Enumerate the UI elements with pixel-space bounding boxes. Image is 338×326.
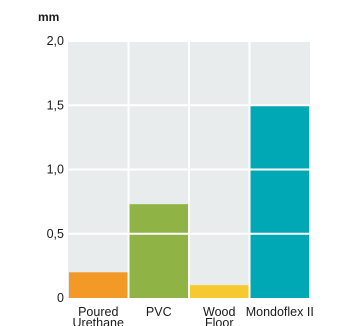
bar bbox=[69, 272, 128, 298]
bar bbox=[190, 285, 249, 298]
y-tick-label: 2,0 bbox=[47, 34, 64, 48]
y-axis-unit-label: mm bbox=[38, 10, 59, 24]
x-category-label: Wood Floor bbox=[203, 305, 235, 326]
y-tick-label: 0 bbox=[57, 291, 64, 305]
y-tick-label: 1,5 bbox=[47, 98, 64, 112]
bar bbox=[250, 105, 309, 298]
y-tick-label: 0,5 bbox=[47, 227, 64, 241]
y-axis-ticks: 0 0,5 1,0 1,5 2,0 bbox=[47, 34, 64, 305]
column-dividers bbox=[127, 41, 251, 298]
x-category-label: Poured Urethane bbox=[73, 305, 124, 326]
x-category-label: Mondoflex II bbox=[246, 305, 314, 319]
x-axis-labels: Poured Urethane PVC Wood Floor Mondoflex II bbox=[73, 305, 314, 326]
x-category-label: PVC bbox=[146, 305, 172, 319]
bar bbox=[129, 204, 188, 298]
y-tick-label: 1,0 bbox=[47, 163, 64, 177]
bars bbox=[69, 105, 309, 298]
